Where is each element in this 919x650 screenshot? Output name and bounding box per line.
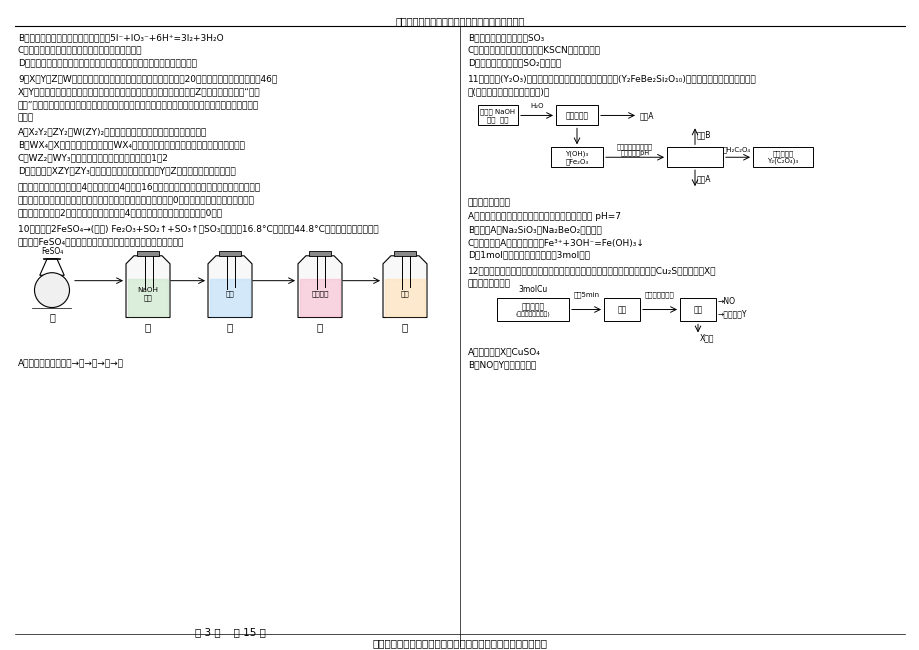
Text: A．常温下，馈与适量稀盐酸充分反应后得到的溶液 pH=7: A．常温下，馈与适量稀盐酸充分反应后得到的溶液 pH=7: [468, 212, 620, 221]
Text: B．WX₄中X元素的检验方法可以将WX₄固体置于氧气流中灼烧并将产物通过无水硫酸铜: B．WX₄中X元素的检验方法可以将WX₄固体置于氧气流中灼烧并将产物通过无水硫酸…: [18, 140, 244, 150]
Text: 误的是: 误的是: [18, 114, 34, 122]
Text: 滤液B: 滤液B: [697, 131, 710, 140]
Text: 鑂(生产中鑂未发生化合价变化)。: 鑂(生产中鑂未发生化合价变化)。: [468, 88, 550, 97]
Polygon shape: [393, 251, 415, 256]
Polygon shape: [382, 256, 426, 317]
Text: 9．X、Y、Z、W四种主族元素，原子序数依次增大，且均不大于20，四种元素核电荷数之和为46。: 9．X、Y、Z、W四种主族元素，原子序数依次增大，且均不大于20，四种元素核电荷…: [18, 75, 277, 84]
Polygon shape: [137, 251, 159, 256]
Text: C．WZ₂、WY₃两种化合物中阴阳离子个数比均为1：2: C．WZ₂、WY₃两种化合物中阴阳离子个数比均为1：2: [18, 153, 169, 162]
Text: 加盐酸全部溶解后，: 加盐酸全部溶解后，: [617, 144, 652, 150]
Text: 燕融5min: 燕融5min: [573, 291, 599, 298]
Circle shape: [35, 273, 70, 307]
Text: 3molCu: 3molCu: [517, 285, 547, 294]
Text: 鑂矿石 NaOH: 鑂矿石 NaOH: [480, 108, 515, 115]
Polygon shape: [298, 256, 342, 317]
Text: 戊: 戊: [402, 322, 408, 332]
Text: C．生成滤液A的离子方程式为Fe³⁺+3OH⁻=Fe(OH)₃↓: C．生成滤液A的离子方程式为Fe³⁺+3OH⁻=Fe(OH)₃↓: [468, 238, 644, 247]
Polygon shape: [126, 256, 170, 317]
Polygon shape: [210, 280, 250, 315]
Text: 滤液A: 滤液A: [640, 111, 653, 120]
Text: D．第五环中若同时滴加甲基橙溶液、渴百里酚蓝溶液，则可能会显示绿色: D．第五环中若同时滴加甲基橙溶液、渴百里酚蓝溶液，则可能会显示绿色: [18, 58, 197, 68]
Text: A．装置连接顺序是甲→丙→丁→戊→乙: A．装置连接顺序是甲→丙→丁→戊→乙: [18, 358, 124, 367]
Text: D．可以通过XZY、ZY₃等物质中的元素化合价来比较Y、Z两种元素的非金属性强弱: D．可以通过XZY、ZY₃等物质中的元素化合价来比较Y、Z两种元素的非金属性强弱: [18, 166, 235, 176]
Text: 和Fe₂O₃: 和Fe₂O₃: [565, 158, 588, 164]
Text: 加H₂C₂O₄: 加H₂C₂O₄: [722, 146, 750, 153]
Text: D．1mol草酸鑂沉淠被分解转移3mol电子: D．1mol草酸鑂沉淠被分解转移3mol电子: [468, 251, 589, 260]
Text: C．将碰快滴到馍头、米饭上也能产生第二环的颜色: C．将碰快滴到馍头、米饭上也能产生第二环的颜色: [18, 46, 142, 55]
Text: 冷水: 冷水: [225, 291, 234, 297]
Text: 草酸鑂沉淠: 草酸鑂沉淠: [772, 150, 793, 157]
Text: B．滤液A为Na₂SiO₃和Na₂BeO₂混合溶液: B．滤液A为Na₂SiO₃和Na₂BeO₂混合溶液: [468, 225, 601, 234]
Text: 再加氨水调pH: 再加氨水调pH: [619, 150, 649, 156]
Text: 稀硒酸、稀确酸: 稀硒酸、稀确酸: [644, 291, 675, 298]
Text: 甲: 甲: [49, 313, 55, 322]
Text: 溶解: 溶解: [693, 305, 702, 314]
Text: 品红溶液: 品红溶液: [311, 291, 328, 297]
Text: Y₂(C₂O₄)₃: Y₂(C₂O₄)₃: [766, 158, 798, 164]
Text: X溶液: X溶液: [699, 333, 714, 342]
Text: 12．实验室中利用洁净的铜片和浓确酸进行如图实验，经检测所得固体中含有Cu₂S和白色物质X。: 12．实验室中利用洁净的铜片和浓确酸进行如图实验，经检测所得固体中含有Cu₂S和…: [468, 266, 716, 276]
Text: B．NO和Y均为还原产物: B．NO和Y均为还原产物: [468, 360, 536, 369]
Text: 粉末  高温: 粉末 高温: [487, 116, 508, 123]
Text: 下列说法正确的是: 下列说法正确的是: [468, 280, 510, 289]
Polygon shape: [208, 256, 252, 317]
Text: 溶解、过滤: 溶解、过滤: [565, 111, 588, 120]
Text: 乙: 乙: [144, 322, 151, 332]
Text: 滤液A: 滤液A: [697, 175, 710, 184]
Text: 第 3 页    共 15 页: 第 3 页 共 15 页: [194, 627, 266, 637]
Text: X、Y两种元素能够形成两种化合物，其中一种化合物被称为生命的源泉，Z元素是一种重要的“成盐: X、Y两种元素能够形成两种化合物，其中一种化合物被称为生命的源泉，Z元素是一种重…: [18, 88, 260, 97]
Text: 10．已知：2FeSO₄→(高温) Fe₂O₃+SO₂↑+SO₃↑；SO₃的燕点为16.8°C，永点为44.8°C。用如图所示装置设计: 10．已知：2FeSO₄→(高温) Fe₂O₃+SO₂↑+SO₃↑；SO₃的燕点…: [18, 224, 379, 233]
Text: C．分解得到的红棕色固体溦于KSCN溶液，显红色: C．分解得到的红棕色固体溦于KSCN溶液，显红色: [468, 46, 600, 55]
Text: 下列说法正确的是: 下列说法正确的是: [468, 198, 510, 207]
Text: 丁: 丁: [316, 322, 323, 332]
Text: B．丙的作用是冷却收集SO₃: B．丙的作用是冷却收集SO₃: [468, 33, 544, 42]
Text: 溃水: 溃水: [400, 291, 409, 297]
Polygon shape: [219, 251, 241, 256]
Text: 衡水备考决胜二三高考化学暑假必刷密卷新高考版: 衡水备考决胜二三高考化学暑假必刷密卷新高考版: [395, 16, 524, 26]
Text: 足量浓确酸: 足量浓确酸: [521, 302, 544, 311]
Text: NaOH
溶液: NaOH 溶液: [137, 287, 158, 301]
Text: (反应中无气体产生): (反应中无气体产生): [515, 312, 550, 317]
Polygon shape: [384, 280, 425, 315]
Text: 固体: 固体: [617, 305, 626, 314]
Text: 项符合题目要求。若正确答案只包括一个选项，多选时，该小题得0分；若正确答案包括两个选项，: 项符合题目要求。若正确答案只包括一个选项，多选时，该小题得0分；若正确答案包括两…: [18, 195, 255, 204]
Text: 一切不按照高考标准进行的训练，都对备战高考没有任何意义！: 一切不按照高考标准进行的训练，都对备战高考没有任何意义！: [372, 638, 547, 648]
Text: Y(OH)₃: Y(OH)₃: [565, 150, 588, 157]
Text: A．X₂Y₂、ZY₂、W(ZY)₂均是常见的杀菌消毒剂，三者作用原理相同: A．X₂Y₂、ZY₂、W(ZY)₂均是常见的杀菌消毒剂，三者作用原理相同: [18, 127, 207, 136]
Text: H₂O: H₂O: [529, 103, 543, 109]
Text: 二、不定项选择题：本题兲4小题，每小题4分，全16分。在每小题给出的四个选项中，有一项或两: 二、不定项选择题：本题兲4小题，每小题4分，全16分。在每小题给出的四个选项中，…: [18, 182, 261, 191]
Polygon shape: [309, 251, 331, 256]
Text: B．第二环中发生反应的离子方程式为5I⁻+IO₃⁻+6H⁺=3I₂+3H₂O: B．第二环中发生反应的离子方程式为5I⁻+IO₃⁻+6H⁺=3I₂+3H₂O: [18, 33, 223, 42]
Text: D．戊中溧水褪色表明SO₂有漂白性: D．戊中溧水褪色表明SO₂有漂白性: [468, 58, 561, 68]
Text: →NO: →NO: [717, 297, 735, 306]
Polygon shape: [128, 280, 168, 315]
Text: FeSO₄: FeSO₄: [40, 247, 63, 256]
Text: 11．氧化鑂(Y₂O₃)是军工用重要材料，工业上对含鑂矿石(Y₂FeBe₂Si₂O₁₀)按如图生产流程冶炼获得氧化: 11．氧化鑂(Y₂O₃)是军工用重要材料，工业上对含鑂矿石(Y₂FeBe₂Si₂…: [468, 75, 756, 84]
Text: 只选一个且正确劗2分，选两个且都正确的劗4分，但只要选错一个，该小题得0分。: 只选一个且正确劗2分，选两个且都正确的劗4分，但只要选错一个，该小题得0分。: [18, 208, 223, 217]
Polygon shape: [300, 280, 340, 315]
Text: A．白色物质X为CuSO₄: A．白色物质X为CuSO₄: [468, 347, 540, 356]
Text: 实验检验FeSO₄分解产物并验证其产物的性质。下列说法正确的是: 实验检验FeSO₄分解产物并验证其产物的性质。下列说法正确的是: [18, 237, 184, 246]
Text: 元素”，其形成的一种盐在海水中含量最高，其单质通过电解铁盐溶液获得。下列关于四种元素说法错: 元素”，其形成的一种盐在海水中含量最高，其单质通过电解铁盐溶液获得。下列关于四种…: [18, 101, 259, 109]
Text: 丙: 丙: [227, 322, 233, 332]
Text: →固体单质Y: →固体单质Y: [717, 309, 746, 318]
